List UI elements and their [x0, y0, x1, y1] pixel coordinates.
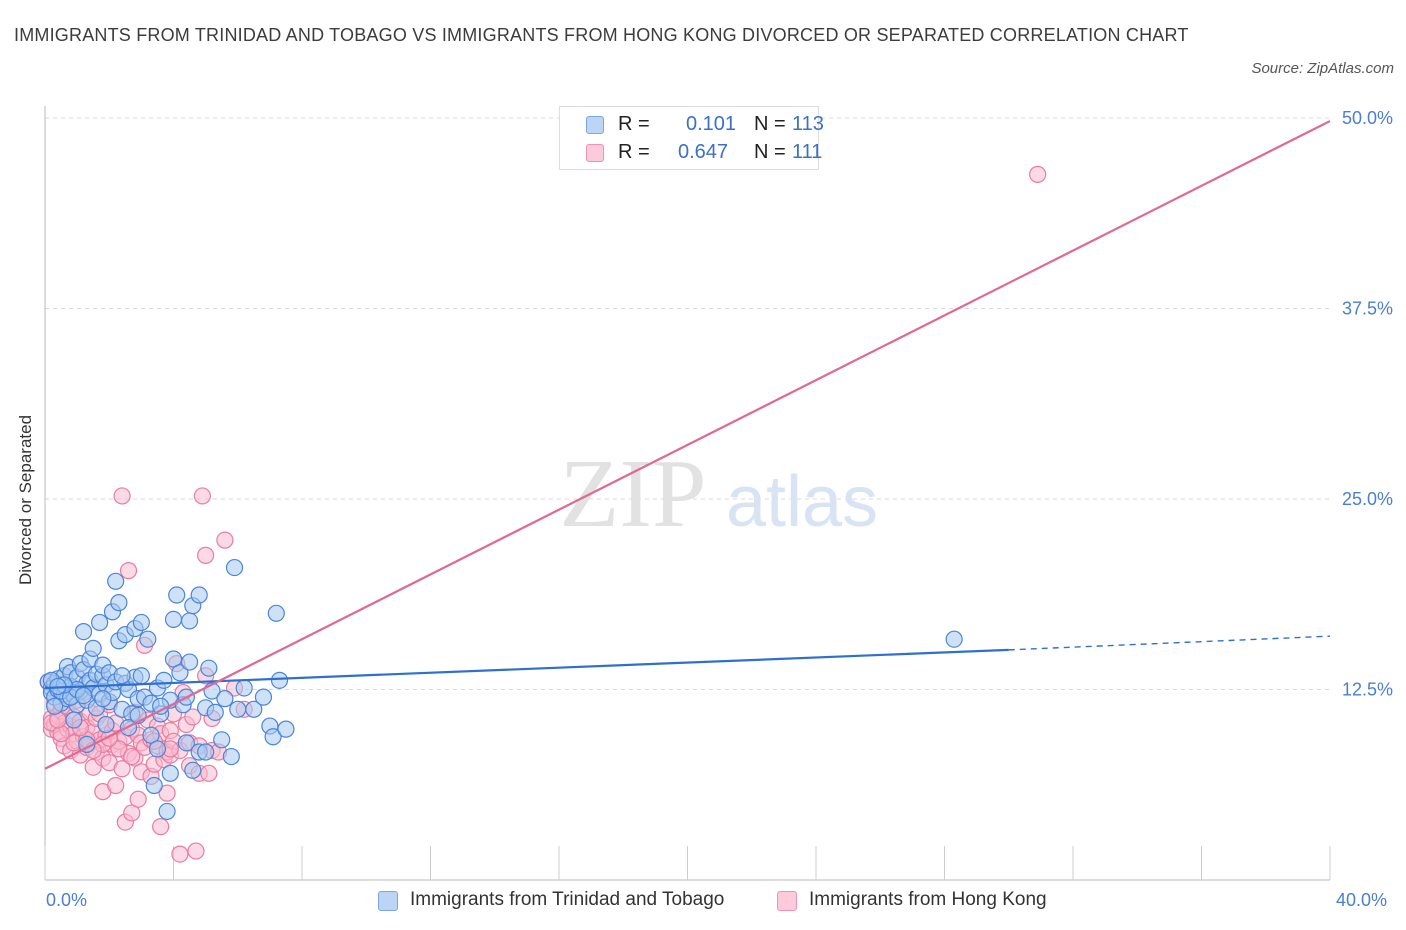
data-point [180, 612, 199, 630]
data-point [277, 720, 295, 738]
data-point [254, 688, 273, 706]
data-point [945, 630, 963, 648]
y-axis-label: Divorced or Separated [16, 414, 35, 586]
data-point [110, 594, 128, 612]
y-tick-labels: 12.5% 25.0% 37.5% 50.0% [1342, 108, 1393, 700]
legend-r-label: R = [618, 113, 650, 135]
data-point [119, 562, 138, 580]
data-point [267, 604, 285, 622]
data-point [168, 586, 186, 604]
stats-legend: R = 0.101 N = 113 R = 0.647 N = 111 [559, 106, 824, 170]
legend-n-value: 111 [792, 141, 823, 163]
data-point [235, 679, 253, 697]
watermark-zip: ZIP [560, 440, 707, 548]
data-point [193, 487, 212, 505]
data-point [158, 802, 176, 821]
legend-swatch-blue [378, 891, 398, 911]
data-point [216, 690, 234, 708]
data-point [113, 667, 131, 685]
data-point [197, 546, 215, 564]
data-point [74, 686, 93, 705]
trend-line-extension [1008, 635, 1331, 651]
y-tick-label: 25.0% [1342, 489, 1393, 509]
data-point [110, 740, 128, 758]
data-point [145, 776, 163, 795]
legend-r-value: 0.101 [686, 113, 737, 135]
legend-r-label: R = [618, 141, 650, 163]
data-point [107, 572, 125, 590]
legend-label-hong-kong: Immigrants from Hong Kong [809, 889, 1047, 910]
data-point [46, 697, 64, 715]
series-hong-kong [39, 165, 1047, 863]
data-point [229, 700, 247, 718]
trend-line [44, 120, 1331, 770]
x-tick-label-max: 40.0% [1336, 890, 1388, 910]
data-point [107, 776, 125, 795]
watermark: ZIP atlas [560, 440, 879, 548]
x-tick-label-min: 0.0% [46, 890, 88, 910]
data-point [84, 639, 102, 657]
data-point [225, 558, 244, 577]
legend-swatch-pink [586, 144, 604, 162]
legend-label-trinidad: Immigrants from Trinidad and Tobago [410, 889, 725, 910]
data-point [222, 747, 240, 766]
legend-n-label: N = [754, 141, 786, 163]
y-tick-label: 12.5% [1342, 680, 1393, 700]
data-point [152, 818, 170, 836]
data-point [113, 487, 131, 505]
data-point [245, 700, 263, 718]
data-point [177, 734, 195, 752]
series-legend: Immigrants from Trinidad and Tobago Immi… [0, 888, 1406, 916]
y-tick-label: 50.0% [1342, 108, 1393, 128]
legend-r-value: 0.647 [678, 141, 729, 163]
trend-lines [44, 120, 1331, 770]
data-point [264, 728, 282, 746]
trend-line [44, 648, 1009, 690]
data-point [129, 790, 147, 808]
data-point [213, 731, 231, 749]
data-point [91, 613, 109, 632]
watermark-atlas: atlas [726, 462, 878, 542]
data-point [132, 667, 150, 685]
data-point [184, 761, 202, 779]
data-point [65, 711, 83, 729]
data-point [152, 697, 170, 715]
data-point [148, 740, 167, 758]
data-point [155, 671, 173, 689]
data-point [113, 760, 131, 778]
data-point [171, 845, 189, 863]
data-point [171, 664, 189, 682]
source-label: Source: ZipAtlas.com [1251, 60, 1394, 77]
data-point [139, 630, 157, 648]
data-point [161, 764, 179, 782]
legend-swatch-blue [586, 116, 604, 134]
data-point [200, 764, 218, 782]
data-point [200, 659, 218, 677]
data-point [270, 671, 289, 689]
data-point [216, 531, 234, 549]
data-point [97, 715, 115, 734]
data-point [1029, 165, 1047, 183]
data-point [206, 703, 224, 721]
data-point [190, 586, 208, 604]
data-point [132, 613, 150, 632]
y-tick-label: 37.5% [1342, 299, 1393, 319]
data-point [94, 690, 112, 708]
data-point [184, 708, 202, 726]
chart-title: IMMIGRANTS FROM TRINIDAD AND TOBAGO VS I… [14, 25, 1189, 45]
legend-swatch-pink [777, 891, 797, 911]
data-point [187, 842, 205, 860]
data-point [158, 784, 176, 802]
data-point [74, 622, 93, 641]
grid-lines [45, 117, 1330, 690]
data-point [123, 747, 141, 766]
data-point [180, 653, 199, 671]
data-point [164, 610, 183, 628]
legend-n-value: 113 [792, 113, 824, 135]
data-point [197, 743, 215, 761]
legend-n-label: N = [754, 113, 786, 135]
